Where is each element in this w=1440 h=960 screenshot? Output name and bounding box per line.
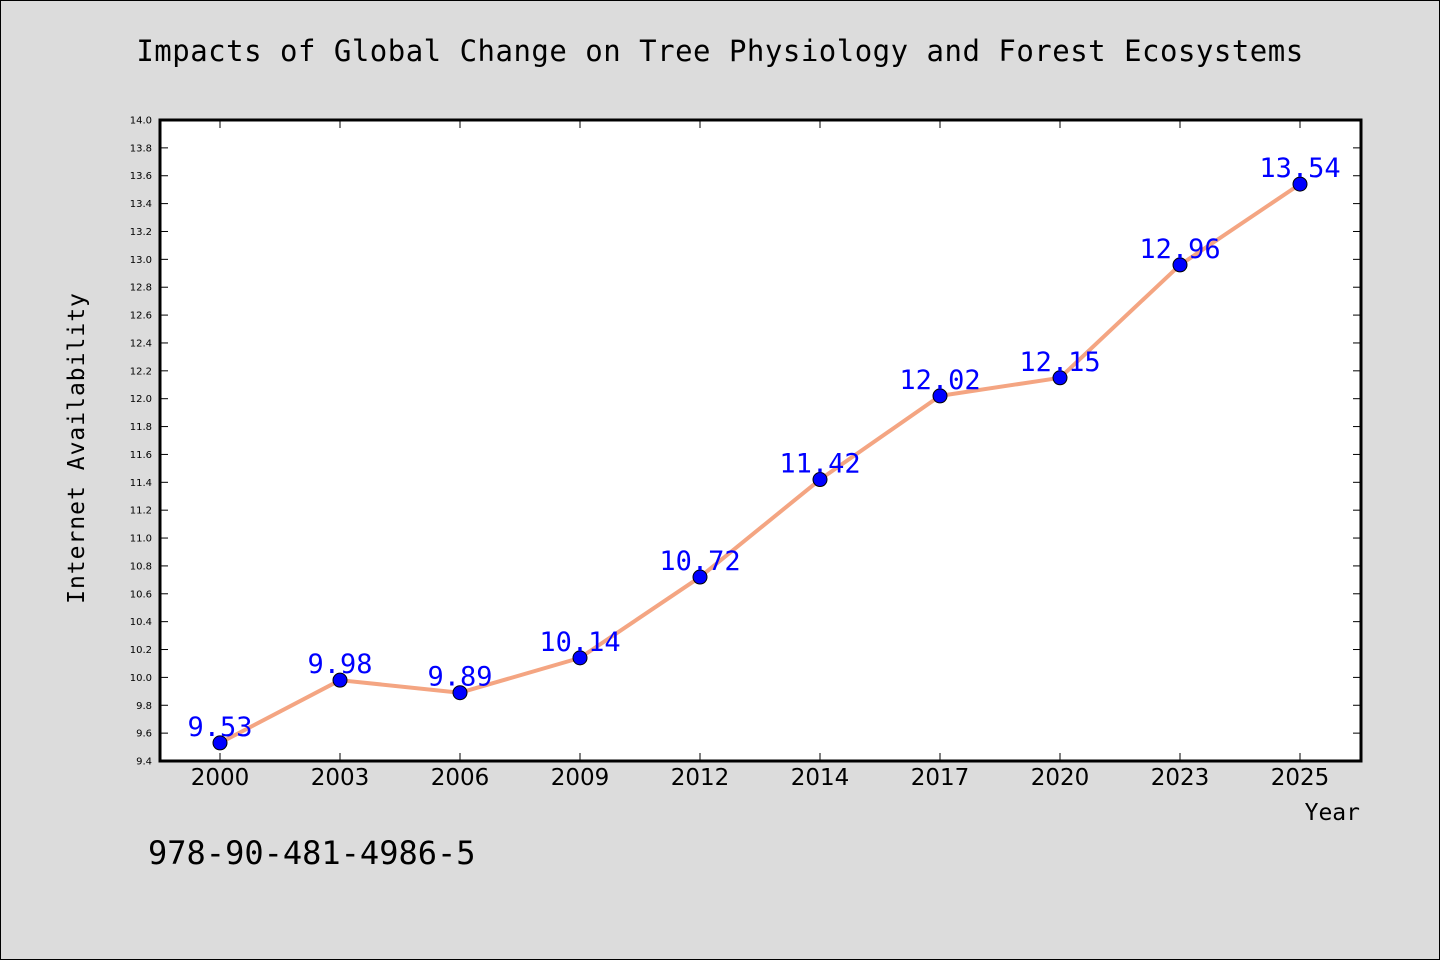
data-label: 12.02 xyxy=(899,365,980,396)
y-tick-label: 10.4 xyxy=(130,617,152,628)
data-point xyxy=(212,735,228,751)
series-line xyxy=(218,182,1302,745)
data-point xyxy=(452,685,468,701)
data-label: 13.54 xyxy=(1259,153,1340,184)
x-tick-label: 2023 xyxy=(1151,765,1210,791)
x-tick-label: 2017 xyxy=(911,765,970,791)
y-tick-label: 12.2 xyxy=(130,366,152,377)
x-tick-label: 2014 xyxy=(791,765,850,791)
data-point xyxy=(572,650,588,666)
x-tick-label: 2020 xyxy=(1031,765,1090,791)
y-tick-label: 11.4 xyxy=(130,478,152,489)
y-tick-label: 9.6 xyxy=(136,729,152,740)
x-tick-label: 2006 xyxy=(431,765,490,791)
data-point xyxy=(932,388,948,404)
data-label: 9.89 xyxy=(427,662,492,693)
data-point xyxy=(332,672,348,688)
y-tick-label: 11.2 xyxy=(130,506,152,517)
x-tick-label: 2003 xyxy=(311,765,370,791)
data-label: 10.72 xyxy=(659,546,740,577)
y-tick-label: 9.8 xyxy=(136,701,152,712)
y-tick-label: 9.4 xyxy=(136,757,152,768)
y-tick-label: 11.8 xyxy=(130,422,152,433)
data-point xyxy=(692,569,708,585)
y-tick-label: 14.0 xyxy=(130,116,152,127)
data-point xyxy=(1052,370,1068,386)
y-axis: 9.4 9.6 9.8 10.0 10.2 10.4 10.6 10.8 11.0 11.2 11.… xyxy=(130,116,1361,768)
x-tick-label: 2025 xyxy=(1271,765,1330,791)
y-tick-label: 13.6 xyxy=(130,171,152,182)
data-label: 9.53 xyxy=(187,712,252,743)
y-tick-label: 12.0 xyxy=(130,394,152,405)
y-tick-label: 10.0 xyxy=(130,673,152,684)
data-point xyxy=(1172,257,1188,273)
data-point xyxy=(1292,176,1308,192)
x-tick-label: 2012 xyxy=(671,765,730,791)
y-tick-label: 13.2 xyxy=(130,227,152,238)
y-tick-label: 12.8 xyxy=(130,283,152,294)
y-tick-label: 13.8 xyxy=(130,143,152,154)
isbn-annotation: 978-90-481-4986-5 xyxy=(148,834,476,872)
y-tick-label: 11.6 xyxy=(130,450,152,461)
y-tick-label: 12.6 xyxy=(130,311,152,322)
y-tick-label: 10.6 xyxy=(130,589,152,600)
y-tick-label: 12.4 xyxy=(130,338,152,349)
y-tick-label: 10.8 xyxy=(130,561,152,572)
data-label: 12.15 xyxy=(1019,347,1100,378)
data-point xyxy=(812,472,828,488)
plot-area xyxy=(158,118,1363,763)
data-label: 12.96 xyxy=(1139,234,1220,265)
y-tick-label: 11.0 xyxy=(130,534,152,545)
x-axis: 2000 2003 2006 2009 2012 2014 2017 2020 2023 2025 xyxy=(191,120,1330,791)
data-markers xyxy=(212,176,1308,751)
series-lines xyxy=(218,182,1302,745)
x-axis-title: Year xyxy=(1305,800,1360,826)
x-tick-label: 2009 xyxy=(551,765,610,791)
data-label: 9.98 xyxy=(307,649,372,680)
y-tick-label: 13.4 xyxy=(130,199,152,210)
data-labels: 9.53 9.98 9.89 10.14 10.72 11.42 12.02 12.15 12.… xyxy=(187,153,1340,743)
y-tick-label: 13.0 xyxy=(130,255,152,266)
data-label: 10.14 xyxy=(539,627,620,658)
chart-title: Impacts of Global Change on Tree Physiol… xyxy=(136,34,1304,68)
x-tick-label: 2000 xyxy=(191,765,250,791)
data-label: 11.42 xyxy=(779,449,860,480)
y-tick-label: 10.2 xyxy=(130,645,152,656)
